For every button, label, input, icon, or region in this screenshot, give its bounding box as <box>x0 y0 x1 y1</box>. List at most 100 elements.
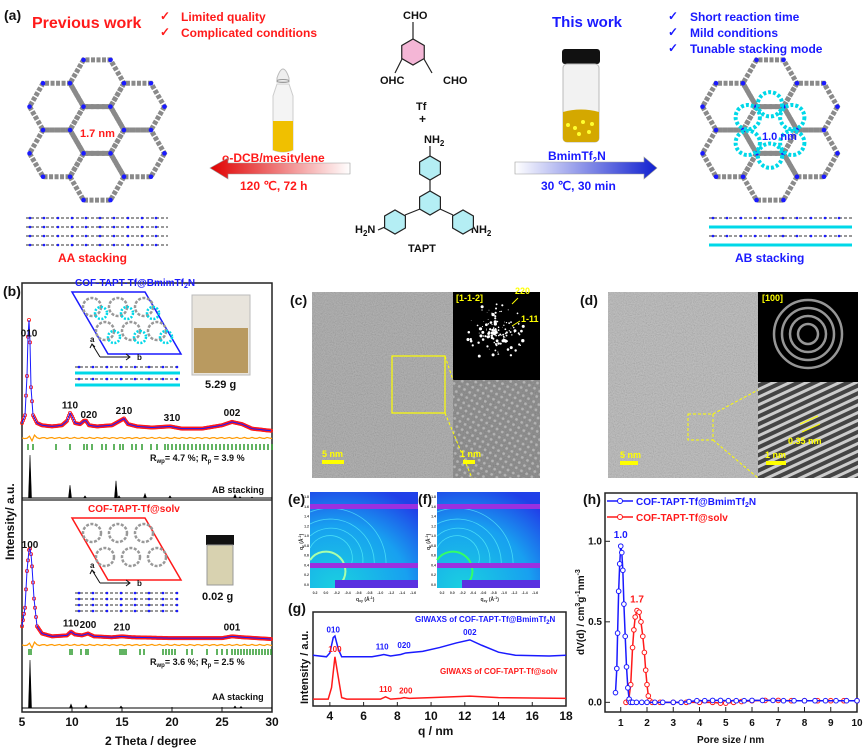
giwaxs-x-tick: -0.2 <box>460 591 466 595</box>
tf-label: Tf <box>416 101 427 113</box>
nitrogen-atom <box>740 80 746 86</box>
bond <box>423 58 433 74</box>
simulated-peak <box>168 495 172 499</box>
x-tick-label: 20 <box>165 715 179 729</box>
peak-label: 210 <box>114 622 131 633</box>
giwaxs-y-tick: 0.4 <box>304 563 309 567</box>
bond <box>404 208 421 216</box>
scale-bar-label-d: 5 nm <box>620 450 641 460</box>
x-tick-label: 8 <box>802 718 808 729</box>
this-work-point-1: Short reaction time <box>690 10 800 24</box>
inset-scale-label-d: 1 nm <box>765 450 786 460</box>
giwaxs-y-tick: 1.0 <box>431 534 436 538</box>
inset-scale-bar-c <box>463 460 475 464</box>
giwaxs-x-tick: -0.6 <box>356 591 362 595</box>
legend-series-2: COF-TAPT-Tf@solv <box>636 513 728 524</box>
psd-data-point <box>645 693 652 699</box>
nitrogen-atom <box>81 104 86 109</box>
simulated-peak <box>114 480 118 499</box>
nitrogen-atom <box>162 151 167 156</box>
panel-label-f: (f) <box>418 491 432 507</box>
zone-axis-c: [1-1-2] <box>456 293 483 303</box>
x-tick-label: 16 <box>526 709 540 723</box>
nitrogen-atom <box>148 174 154 180</box>
psd-data-point <box>701 697 708 704</box>
nitrogen-atom <box>27 104 32 109</box>
nitrogen-atom <box>794 80 800 86</box>
panel-label-e: (e) <box>288 491 305 507</box>
bottom-sample-mass: 0.02 g <box>202 591 233 603</box>
experimental-point <box>72 418 77 423</box>
previous-work-title: Previous work <box>32 15 141 32</box>
psd-data-point <box>686 698 692 705</box>
x-tick-label: 6 <box>360 709 367 723</box>
cho-right: CHO <box>443 75 468 87</box>
giwaxs-y-tick: 0.2 <box>431 573 436 577</box>
pore-ring <box>26 127 87 180</box>
psd-data-point <box>644 681 650 688</box>
giwaxs-y-tick: 0.2 <box>304 573 309 577</box>
h2n-left: H2N <box>355 224 375 238</box>
psd-data-point <box>638 699 645 706</box>
psd-data-point <box>659 699 666 706</box>
svg-text:b: b <box>137 353 142 362</box>
nitrogen-atom <box>121 174 127 180</box>
aa-framework-structure <box>26 57 168 203</box>
inset-scale-label-c: 1 nm <box>460 449 481 459</box>
peak-label: 110 <box>376 642 389 651</box>
psd-data-point <box>652 699 658 706</box>
psd-data-point <box>822 697 829 704</box>
psd-data-point <box>619 549 625 556</box>
diffraction-ring <box>436 518 502 569</box>
bottom-sim-label: AA stacking <box>212 692 264 702</box>
calculated-curve <box>21 547 272 640</box>
peak-label: 020 <box>397 641 411 650</box>
legend: COF-TAPT-Tf@BmimTf2N COF-TAPT-Tf@solv <box>607 497 756 524</box>
peak-label: 010 <box>21 328 38 339</box>
peak-label: 110 <box>62 401 79 412</box>
giwaxs-y-tick: 1.8 <box>431 495 436 499</box>
nh2-top: NH2 <box>424 134 445 148</box>
giwaxs-y-tick: 1.8 <box>304 495 309 499</box>
simulated-peak <box>117 495 121 499</box>
psd-data-point <box>717 697 724 704</box>
vial-icon <box>562 49 600 143</box>
top-sample-name: COF-TAPT-Tf@BmimTf2N <box>75 278 195 290</box>
aa-pore-size: 1.7 nm <box>80 128 115 140</box>
x-tick-label: 2 <box>644 718 650 729</box>
nh2-right: NH2 <box>471 224 492 238</box>
scale-bar-label-c: 5 nm <box>322 449 343 459</box>
peak-label: 001 <box>224 622 241 633</box>
psd-data-point <box>749 697 755 704</box>
psd-data-point <box>641 649 648 656</box>
previous-point-1: Limited quality <box>181 10 266 24</box>
peak-label: 110 <box>379 685 392 694</box>
pore-size-plot: 1 2 3 4 5 6 7 8 9 10 0.0 0.5 1.0 1.7 1.0 <box>588 530 863 729</box>
arrow-icon <box>511 297 519 305</box>
giwaxs-y-tick: 1.2 <box>304 524 309 528</box>
giwaxs-y-tick: 0.0 <box>431 583 436 587</box>
x-tick-label: 5 <box>723 718 729 729</box>
nitrogen-atom <box>713 174 719 180</box>
panel-label-c: (c) <box>290 292 307 308</box>
arrow-left-icon <box>209 157 351 180</box>
nitrogen-atom <box>40 174 46 180</box>
detector-gap <box>310 504 418 509</box>
arrow-icon <box>511 320 521 327</box>
giwaxs-x-tick: -1.6 <box>410 591 416 595</box>
nitrogen-atom <box>67 127 73 133</box>
y-tick-label: 1.0 <box>588 536 602 547</box>
nitrogen-atom <box>700 104 705 109</box>
check-icon: ✓ <box>668 25 678 39</box>
bond <box>377 226 386 231</box>
plus-sign: + <box>419 112 426 126</box>
giwaxs-series-1-label: GIWAXS of COF-TAPT-Tf@BmimTf2N <box>415 615 556 626</box>
peak-label: 200 <box>399 686 413 695</box>
calculated-curve <box>21 319 272 432</box>
x-tick-label: 12 <box>458 709 472 723</box>
psd-data-point <box>614 630 621 636</box>
x-tick-label: 30 <box>265 715 279 729</box>
